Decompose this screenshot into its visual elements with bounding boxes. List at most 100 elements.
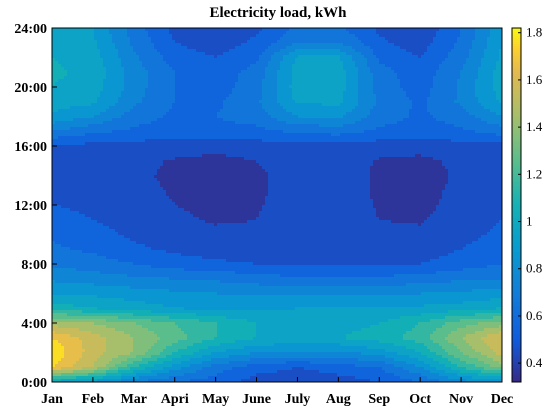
heatmap-cell [358,82,362,86]
heatmap-cell [142,79,146,83]
heatmap-cell [238,97,242,101]
heatmap-cell [433,49,437,53]
heatmap-cell [388,40,392,44]
heatmap-cell [136,85,140,89]
heatmap-cell [373,73,377,77]
heatmap-cell [475,109,479,113]
heatmap-cell [340,70,344,74]
heatmap-cell [181,43,185,47]
heatmap-cell [331,28,335,32]
heatmap-cell [313,55,317,59]
heatmap-cell [316,82,320,86]
heatmap-cell [73,121,77,125]
heatmap-cell [103,67,107,71]
heatmap-cell [376,115,380,119]
heatmap-cell [163,115,167,119]
heatmap-cell [157,34,161,38]
heatmap-cell [178,97,182,101]
heatmap-cell [214,52,218,56]
heatmap-cell [310,37,314,41]
heatmap-cell [148,49,152,53]
heatmap-cell [394,52,398,56]
heatmap-cell [268,106,272,110]
heatmap-cell [160,40,164,44]
heatmap-cell [325,115,329,119]
heatmap-cell [103,64,107,68]
heatmap-cell [139,55,143,59]
heatmap-cell [496,100,500,104]
heatmap-cell [298,94,302,98]
heatmap-cell [55,55,59,59]
heatmap-cell [409,94,413,98]
heatmap-cell [493,64,497,68]
heatmap-cell [103,55,107,59]
heatmap-cell [193,34,197,38]
heatmap-cell [265,37,269,41]
heatmap-cell [478,43,482,47]
heatmap-cell [127,55,131,59]
heatmap-cell [292,64,296,68]
heatmap-cell [160,37,164,41]
heatmap-cell [82,49,86,53]
heatmap-cell [451,91,455,95]
heatmap-cell [181,106,185,110]
heatmap-cell [334,82,338,86]
heatmap-cell [109,70,113,74]
heatmap-cell [382,34,386,38]
heatmap-cell [421,52,425,56]
heatmap-cell [223,37,227,41]
heatmap-cell [250,52,254,56]
heatmap-cell [115,127,119,131]
heatmap-cell [100,43,104,47]
heatmap-cell [457,121,461,125]
heatmap-cell [460,67,464,71]
heatmap-cell [154,103,158,107]
heatmap-cell [139,40,143,44]
heatmap-cell [151,109,155,113]
heatmap-cell [403,118,407,122]
heatmap-cell [259,109,263,113]
heatmap-cell [298,103,302,107]
heatmap-cell [115,121,119,125]
heatmap-cell [85,58,89,62]
heatmap-cell [418,124,422,128]
heatmap-cell [232,43,236,47]
heatmap-cell [424,43,428,47]
heatmap-cell [316,31,320,35]
heatmap-cell [418,64,422,68]
heatmap-cell [400,115,404,119]
heatmap-cell [181,55,185,59]
heatmap-cell [229,121,233,125]
heatmap-cell [61,76,65,80]
heatmap-cell [178,118,182,122]
heatmap-cell [400,49,404,53]
heatmap-cell [115,73,119,77]
heatmap-cell [163,85,167,89]
heatmap-cell [379,124,383,128]
heatmap-cell [70,40,74,44]
heatmap-cell [76,112,80,116]
heatmap-cell [268,64,272,68]
heatmap-cell [67,91,71,95]
heatmap-cell [472,61,476,65]
heatmap-cell [313,61,317,65]
heatmap-cell [124,76,128,80]
heatmap-cell [253,31,257,35]
heatmap-cell [82,40,86,44]
heatmap-cell [268,52,272,56]
heatmap-cell [100,28,104,32]
heatmap-cell [70,37,74,41]
heatmap-cell [442,106,446,110]
heatmap-cell [280,40,284,44]
heatmap-cell [385,31,389,35]
heatmap-cell [61,79,65,83]
heatmap-cell [457,70,461,74]
heatmap-cell [157,46,161,50]
heatmap-cell [457,112,461,116]
heatmap-cell [325,124,329,128]
heatmap-cell [337,100,341,104]
heatmap-cell [367,91,371,95]
heatmap-cell [406,112,410,116]
heatmap-cell [283,58,287,62]
heatmap-cell [361,55,365,59]
